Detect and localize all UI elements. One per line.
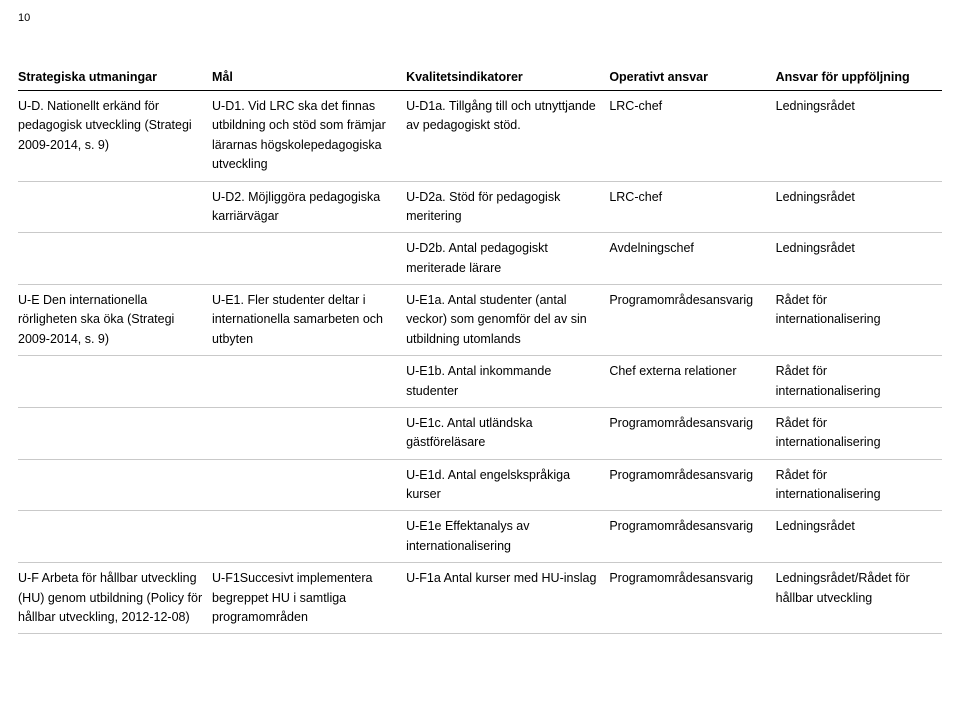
cell-indikator: U-D2b. Antal pedagogiskt meriterade lära… <box>406 233 609 285</box>
cell-operativt: LRC-chef <box>609 91 775 182</box>
cell-operativt: Avdelningschef <box>609 233 775 285</box>
strategy-table: Strategiska utmaningar Mål Kvalitetsindi… <box>18 64 942 634</box>
cell-ansvar: Ledningsrådet <box>776 233 942 285</box>
col-header-mal: Mål <box>212 64 406 91</box>
cell-mal: U-D1. Vid LRC ska det finnas utbildning … <box>212 91 406 182</box>
table-row: U-D2. Möjliggöra pedagogiska karriärväga… <box>18 181 942 233</box>
cell-mal <box>212 511 406 563</box>
cell-ansvar: Rådet för internationalisering <box>776 459 942 511</box>
col-header-ansvar: Ansvar för uppföljning <box>776 64 942 91</box>
cell-utmaningar <box>18 459 212 511</box>
cell-utmaningar <box>18 233 212 285</box>
cell-utmaningar: U-D. Nationellt erkänd för pedagogisk ut… <box>18 91 212 182</box>
table-row: U-E1e Effektanalys av internationaliseri… <box>18 511 942 563</box>
cell-indikator: U-E1c. Antal utländska gästföreläsare <box>406 407 609 459</box>
cell-indikator: U-E1d. Antal engelskspråkiga kurser <box>406 459 609 511</box>
cell-indikator: U-E1a. Antal studenter (antal veckor) so… <box>406 285 609 356</box>
cell-operativt: Programområdesansvarig <box>609 407 775 459</box>
cell-mal: U-D2. Möjliggöra pedagogiska karriärväga… <box>212 181 406 233</box>
cell-operativt: Programområdesansvarig <box>609 563 775 634</box>
cell-indikator: U-E1e Effektanalys av internationaliseri… <box>406 511 609 563</box>
cell-utmaningar <box>18 407 212 459</box>
cell-operativt: LRC-chef <box>609 181 775 233</box>
cell-ansvar: Ledningsrådet <box>776 181 942 233</box>
cell-mal <box>212 459 406 511</box>
table-row: U-F Arbeta för hållbar utveckling (HU) g… <box>18 563 942 634</box>
cell-utmaningar <box>18 356 212 408</box>
cell-utmaningar: U-F Arbeta för hållbar utveckling (HU) g… <box>18 563 212 634</box>
cell-utmaningar: U-E Den internationella rörligheten ska … <box>18 285 212 356</box>
col-header-utmaningar: Strategiska utmaningar <box>18 64 212 91</box>
cell-ansvar: Ledningsrådet/Rådet för hållbar utveckli… <box>776 563 942 634</box>
cell-ansvar: Ledningsrådet <box>776 91 942 182</box>
cell-ansvar: Rådet för internationalisering <box>776 285 942 356</box>
cell-ansvar: Ledningsrådet <box>776 511 942 563</box>
table-row: U-E Den internationella rörligheten ska … <box>18 285 942 356</box>
cell-ansvar: Rådet för internationalisering <box>776 356 942 408</box>
page-number: 10 <box>0 0 960 24</box>
cell-ansvar: Rådet för internationalisering <box>776 407 942 459</box>
table-row: U-E1b. Antal inkommande studenter Chef e… <box>18 356 942 408</box>
cell-indikator: U-D1a. Tillgång till och utnyttjande av … <box>406 91 609 182</box>
table-row: U-D. Nationellt erkänd för pedagogisk ut… <box>18 91 942 182</box>
cell-mal <box>212 356 406 408</box>
cell-indikator: U-D2a. Stöd för pedagogisk meritering <box>406 181 609 233</box>
cell-utmaningar <box>18 511 212 563</box>
col-header-operativt: Operativt ansvar <box>609 64 775 91</box>
cell-operativt: Programområdesansvarig <box>609 511 775 563</box>
table-row: U-E1c. Antal utländska gästföreläsare Pr… <box>18 407 942 459</box>
table-row: U-D2b. Antal pedagogiskt meriterade lära… <box>18 233 942 285</box>
cell-indikator: U-F1a Antal kurser med HU-inslag <box>406 563 609 634</box>
cell-indikator: U-E1b. Antal inkommande studenter <box>406 356 609 408</box>
cell-operativt: Chef externa relationer <box>609 356 775 408</box>
cell-mal: U-E1. Fler studenter deltar i internatio… <box>212 285 406 356</box>
table-row: U-E1d. Antal engelskspråkiga kurser Prog… <box>18 459 942 511</box>
col-header-kvalitetsindikatorer: Kvalitetsindikatorer <box>406 64 609 91</box>
cell-utmaningar <box>18 181 212 233</box>
cell-mal <box>212 233 406 285</box>
cell-mal <box>212 407 406 459</box>
cell-operativt: Programområdesansvarig <box>609 459 775 511</box>
cell-operativt: Programområdesansvarig <box>609 285 775 356</box>
table-header-row: Strategiska utmaningar Mål Kvalitetsindi… <box>18 64 942 91</box>
table-container: Strategiska utmaningar Mål Kvalitetsindi… <box>0 24 960 644</box>
cell-mal: U-F1Succesivt implementera begreppet HU … <box>212 563 406 634</box>
